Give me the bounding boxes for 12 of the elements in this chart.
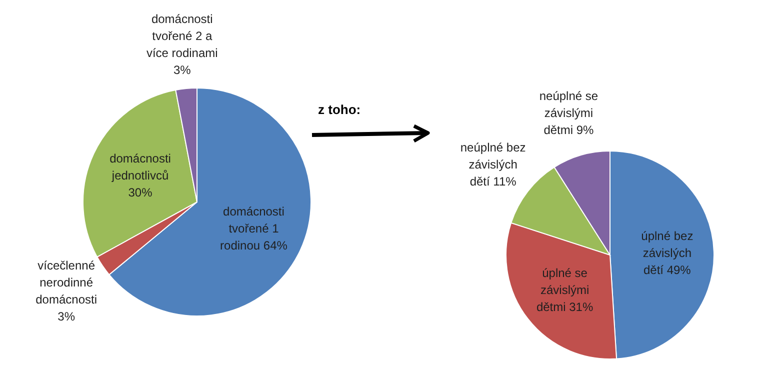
slice-label: úplné se závislými dětmi 31% — [536, 266, 594, 314]
slice-label: domácnosti jednotlivců — [110, 151, 171, 182]
slice-label: neúplné se závislými dětmi 9% — [539, 88, 598, 137]
slice-label: vícečlenné nerodinné domácnosti — [36, 258, 98, 306]
slice-label: úplné bez závislých dětí 49% — [641, 229, 694, 278]
slice-label: domácnosti tvořené 2 a více rodinami — [146, 12, 218, 60]
slice-label: neúplné bez závislých dětí 11% — [460, 140, 526, 188]
text: z toho: — [318, 102, 361, 117]
data-label: 3% — [173, 63, 192, 78]
slice-label: domácnosti tvořené 1 rodinou 64% — [220, 204, 288, 253]
data-label: 30% — [128, 185, 153, 200]
data-label: 3% — [58, 309, 76, 324]
